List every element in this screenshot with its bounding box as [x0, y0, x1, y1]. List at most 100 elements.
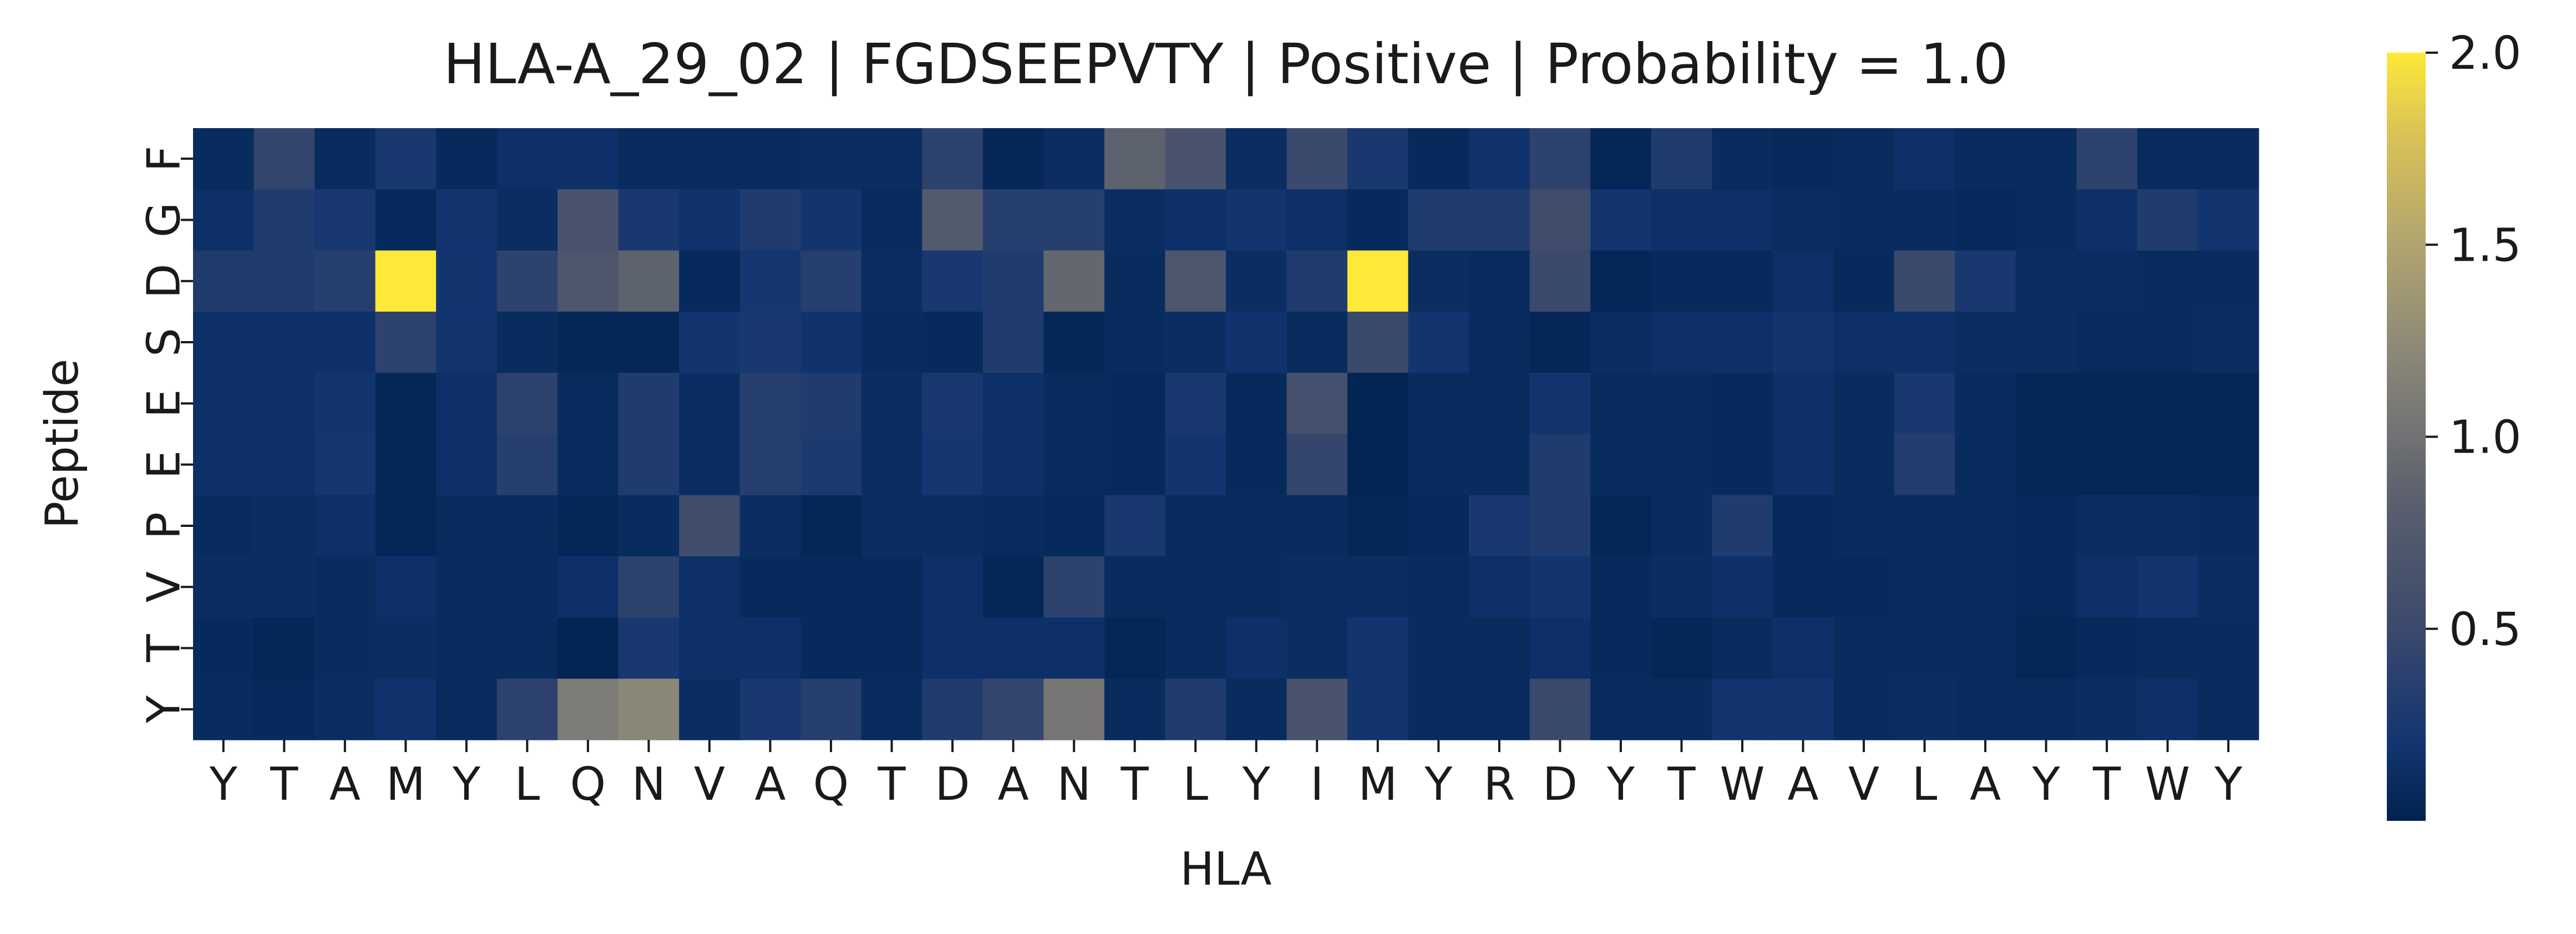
colorbar: [2387, 53, 2426, 821]
heatmap-cell: [1165, 495, 1226, 557]
heatmap-cell: [2137, 250, 2199, 312]
heatmap-cell: [1469, 373, 1530, 435]
heatmap-cell: [1894, 189, 1955, 251]
heatmap-cell: [800, 373, 862, 435]
heatmap-cell: [1469, 128, 1530, 190]
heatmap-cell: [2076, 434, 2138, 496]
heatmap-cell: [557, 617, 619, 679]
heatmap-cell: [1590, 189, 1652, 251]
heatmap-cell: [375, 128, 437, 190]
heatmap-cell: [193, 434, 255, 496]
heatmap-cell: [922, 678, 983, 740]
heatmap-cell: [436, 495, 498, 557]
heatmap-cell: [1226, 189, 1287, 251]
heatmap-cell: [922, 373, 983, 435]
heatmap-cell: [618, 678, 680, 740]
heatmap-cell: [2015, 373, 2077, 435]
heatmap-cell: [1651, 373, 1712, 435]
heatmap-cell: [1469, 617, 1530, 679]
x-tick-label: Y: [2032, 758, 2061, 811]
heatmap-cell: [1772, 495, 1834, 557]
heatmap-cell: [800, 678, 862, 740]
heatmap-cell: [1226, 311, 1287, 373]
chart-title: HLA-A_29_02 | FGDSEEPVTY | Positive | Pr…: [443, 32, 2008, 97]
heatmap-cell: [496, 189, 558, 251]
heatmap-cell: [315, 495, 376, 557]
heatmap-cell: [1955, 495, 2016, 557]
heatmap-cell: [1590, 678, 1652, 740]
heatmap-cell: [800, 128, 862, 190]
heatmap-cell: [496, 434, 558, 496]
y-tick-label: D: [138, 263, 191, 298]
heatmap-cell: [800, 434, 862, 496]
heatmap-cell: [982, 250, 1044, 312]
heatmap-cell: [679, 189, 741, 251]
heatmap-cell: [1347, 495, 1409, 557]
heatmap-cell: [1833, 556, 1895, 618]
heatmap-cell: [1712, 311, 1773, 373]
heatmap-cell: [1651, 128, 1712, 190]
heatmap-cell: [1590, 617, 1652, 679]
heatmap-cell: [2076, 189, 2138, 251]
heatmap-cell: [800, 495, 862, 557]
heatmap-cell: [1712, 617, 1773, 679]
x-tick-label: A: [754, 758, 785, 811]
x-tick-label: T: [878, 758, 906, 811]
heatmap-cell: [1286, 556, 1348, 618]
heatmap-cell: [1894, 250, 1955, 312]
heatmap-cell: [1286, 373, 1348, 435]
heatmap-cell: [2137, 617, 2199, 679]
heatmap-cell: [2076, 373, 2138, 435]
heatmap-cell: [557, 311, 619, 373]
heatmap-cell: [315, 189, 376, 251]
heatmap-cell: [1894, 434, 1955, 496]
heatmap-cell: [982, 556, 1044, 618]
heatmap-cell: [1712, 434, 1773, 496]
heatmap-cell: [861, 617, 922, 679]
heatmap-cell: [1226, 250, 1287, 312]
heatmap-cell: [618, 434, 680, 496]
heatmap-cell: [1043, 373, 1105, 435]
heatmap-cell: [436, 434, 498, 496]
heatmap-cell: [1408, 556, 1469, 618]
heatmap-cell: [861, 189, 922, 251]
heatmap-cell: [1772, 373, 1834, 435]
heatmap-cell: [1286, 678, 1348, 740]
heatmap-cell: [253, 617, 315, 679]
heatmap-cell: [1286, 128, 1348, 190]
heatmap-cell: [739, 250, 801, 312]
x-tick-label: D: [1543, 758, 1578, 811]
heatmap-cell: [1226, 128, 1287, 190]
y-tick-label: E: [138, 450, 191, 479]
heatmap-cell: [1894, 556, 1955, 618]
heatmap-cell: [2076, 495, 2138, 557]
heatmap-cell: [1043, 617, 1105, 679]
heatmap-cell: [1833, 189, 1895, 251]
heatmap-cell: [739, 189, 801, 251]
colorbar-tick-label: 2.0: [2449, 27, 2521, 80]
heatmap-cell: [1347, 250, 1409, 312]
heatmap-cell: [1226, 556, 1287, 618]
x-axis-label: HLA: [1180, 843, 1271, 896]
heatmap-cell: [1469, 434, 1530, 496]
heatmap-cell: [2076, 617, 2138, 679]
heatmap-cell: [436, 250, 498, 312]
heatmap-cell: [618, 556, 680, 618]
heatmap-cell: [1955, 678, 2016, 740]
heatmap-cell: [193, 128, 255, 190]
heatmap-cell: [436, 311, 498, 373]
colorbar-tick-label: 1.5: [2449, 219, 2521, 272]
heatmap-cell: [1590, 128, 1652, 190]
heatmap-cell: [861, 128, 922, 190]
x-tick-label: L: [515, 758, 540, 811]
y-tick-label: P: [138, 512, 191, 539]
heatmap-cell: [861, 556, 922, 618]
heatmap-cell: [1286, 311, 1348, 373]
heatmap-cell: [1833, 250, 1895, 312]
heatmap-cell: [375, 311, 437, 373]
heatmap-cell: [679, 678, 741, 740]
heatmap-cell: [739, 128, 801, 190]
heatmap-cell: [982, 373, 1044, 435]
heatmap-cell: [1469, 250, 1530, 312]
